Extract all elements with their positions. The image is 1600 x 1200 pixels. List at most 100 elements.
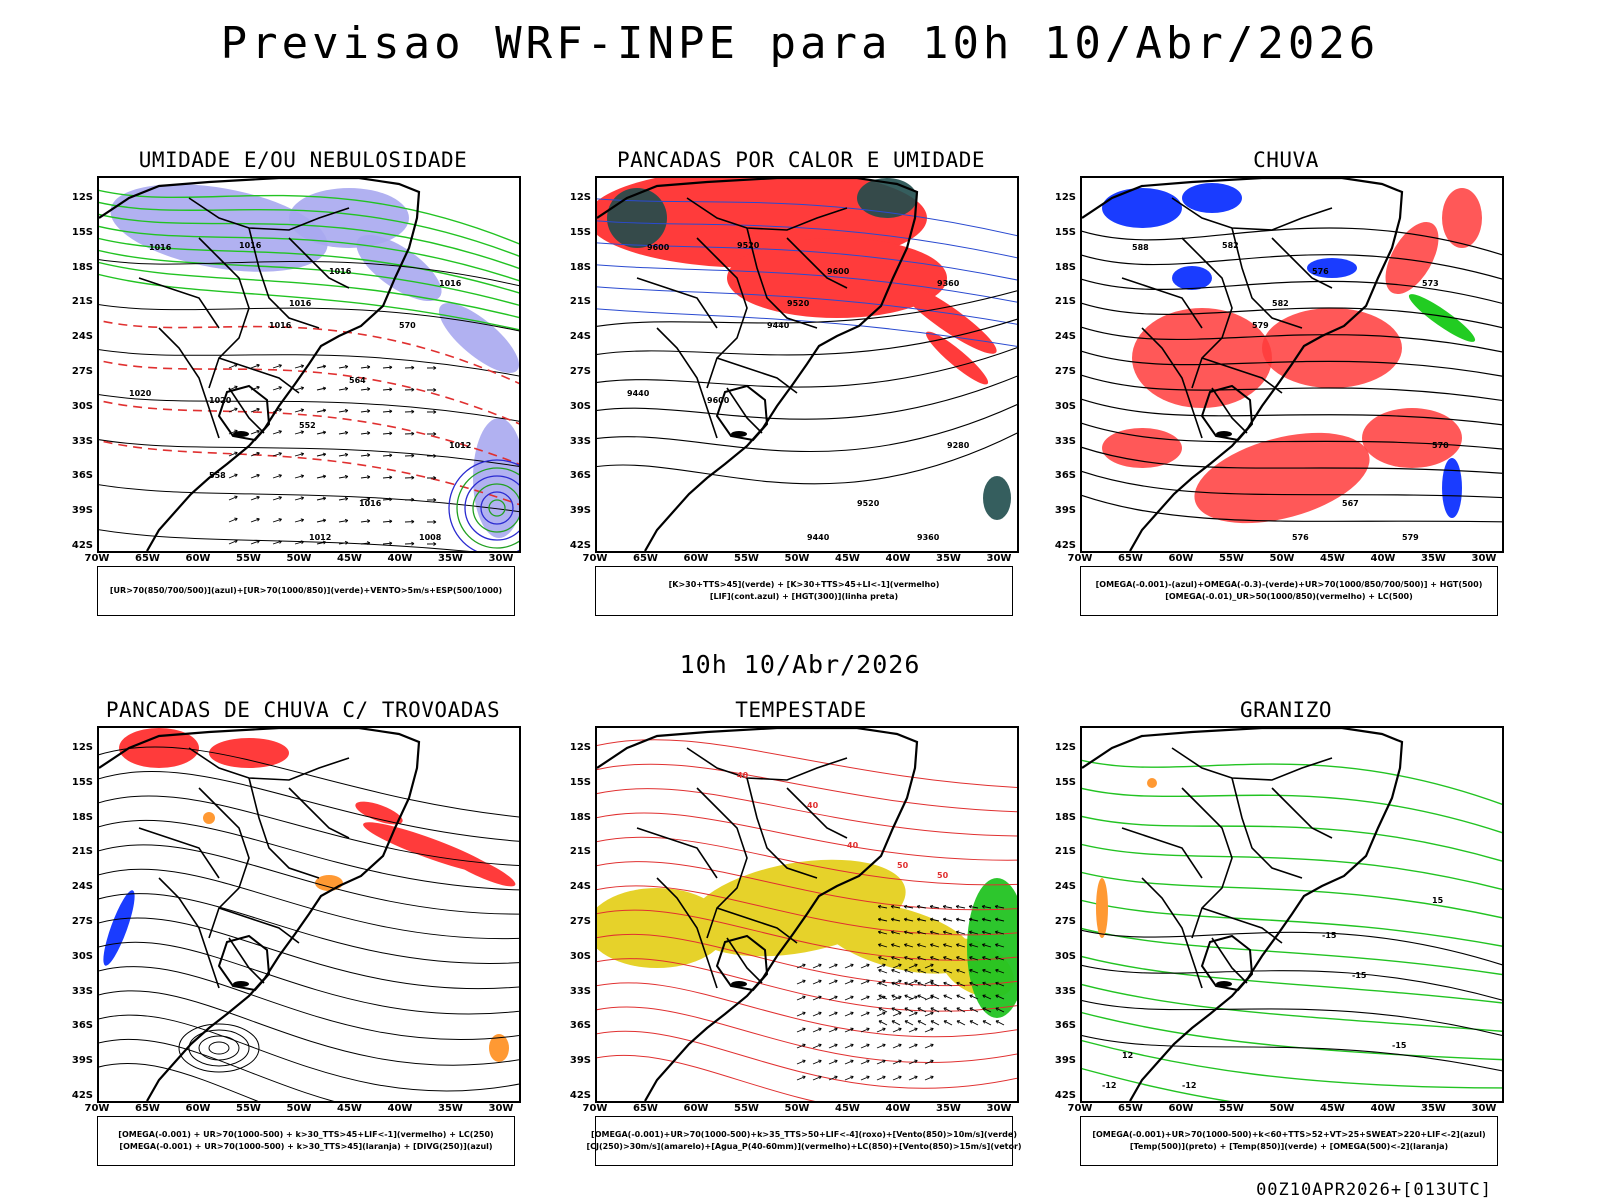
lat-tick-label: 18S (569, 811, 591, 823)
forecast-map (97, 726, 521, 1103)
panel-tempestade: TEMPESTADE 40 40 40 50 50 12S 15S 18S 21S 24S 27S 30… (563, 698, 1039, 1168)
lat-tick-label: 15S (1054, 226, 1076, 238)
lon-tick-label: 65W (633, 1103, 658, 1114)
lat-tick-label: 18S (1054, 811, 1076, 823)
lon-tick-label: 45W (835, 1103, 860, 1114)
contour-label: 579 (1402, 533, 1419, 542)
contour-label: 1016 (239, 241, 262, 250)
lat-tick-label: 21S (71, 296, 93, 308)
lat-tick-label: 24S (569, 331, 591, 343)
lat-tick-label: 24S (71, 881, 93, 893)
contour-label: 9520 (737, 241, 760, 250)
lat-tick-label: 18S (1054, 261, 1076, 273)
contour-lines (1082, 929, 1502, 1072)
contour-lines (99, 746, 519, 1101)
panel-umidade: UMIDADE E/OU NEBULOSIDADE 1016 1016 1016 101… (65, 148, 541, 618)
lat-tick-label: 42S (71, 1090, 93, 1101)
contour-lines (1082, 759, 1502, 1101)
map-basemap (1082, 728, 1404, 1101)
contour-label: 9600 (827, 267, 850, 276)
contour-label: 9520 (857, 499, 880, 508)
lat-tick-label: 27S (71, 916, 93, 927)
forecast-map: -15 -15 -15 -12 -12 12 15 (1080, 726, 1504, 1103)
legend-line: [OMEGA(-0.001)-(azul)+OMEGA(-0.3)-(verde… (1095, 580, 1483, 589)
lon-tick-label: 30W (488, 553, 514, 564)
legend-line: [Temp(500)](preto) + [Temp(850)](verde) … (1129, 1142, 1449, 1151)
lat-tick-label: 15S (569, 776, 591, 788)
contour-label: 564 (349, 376, 366, 385)
panel-title: PANCADAS POR CALOR E UMIDADE (616, 148, 985, 172)
shaded-area (103, 890, 135, 966)
contour-label: 1016 (359, 499, 382, 508)
lon-tick-label: 30W (1471, 1103, 1497, 1114)
lat-tick-label: 24S (1054, 331, 1076, 343)
contour-lines (1082, 227, 1502, 523)
contour-label: 15 (1432, 896, 1444, 905)
lat-tick-label: 27S (569, 366, 591, 377)
contour-lines (99, 259, 519, 551)
lat-tick-label: 15S (71, 226, 93, 238)
panel-legend: [OMEGA(-0.001)+UR>70(1000-500)+k>35_TTS>… (586, 1116, 1022, 1166)
panel-title: GRANIZO (1239, 698, 1332, 722)
contour-label: 570 (399, 321, 416, 330)
panel-title: TEMPESTADE (735, 698, 867, 722)
legend-line: [OMEGA(-0.001) + UR>70(1000-500) + k>30_… (119, 1142, 493, 1151)
map-basemap (99, 728, 421, 1101)
forecast-time-subtitle: 10h 10/Abr/2026 (679, 650, 921, 679)
legend-line: [UR>70(850/700/500)](azul)+[UR>70(1000/8… (109, 586, 503, 595)
contour-label: 567 (1342, 499, 1359, 508)
lon-tick-label: 40W (1370, 553, 1396, 564)
map-basemap (99, 178, 421, 551)
lat-tick-label: 15S (71, 776, 93, 788)
lon-tick-label: 40W (1370, 1103, 1396, 1114)
map-basemap (597, 728, 919, 1101)
contour-lines (99, 189, 519, 331)
lat-tick-label: 36S (71, 470, 93, 482)
lat-tick-label: 36S (569, 1020, 591, 1032)
lon-tick-label: 60W (185, 553, 211, 564)
lat-tick-label: 15S (1054, 776, 1076, 788)
lat-tick-label: 27S (1054, 366, 1076, 377)
contour-label: 573 (1422, 279, 1439, 288)
contour-label: 1008 (419, 533, 442, 542)
lon-tick-label: 55W (236, 1103, 261, 1114)
lat-tick-label: 33S (71, 985, 93, 997)
legend-line: [K>30+TTS>45](verde) + [K>30+TTS>45+LI<-… (668, 580, 940, 589)
contour-label: 40 (807, 801, 819, 810)
lon-tick-label: 45W (1320, 1103, 1345, 1114)
contour-label: 1016 (269, 321, 292, 330)
lat-tick-label: 33S (1054, 985, 1076, 997)
lon-tick-label: 55W (734, 553, 759, 564)
lat-tick-label: 21S (71, 846, 93, 858)
contour-label: 558 (209, 471, 226, 480)
contour-label: 552 (299, 421, 316, 430)
lat-tick-label: 12S (71, 742, 93, 753)
contour-label: 12 (1122, 1051, 1133, 1060)
lat-tick-label: 42S (569, 540, 591, 551)
legend-line: [OMEGA(-0.001)+UR>70(1000-500)+k>35_TTS>… (591, 1130, 1017, 1139)
lat-tick-label: 39S (71, 505, 93, 517)
lon-tick-label: 65W (135, 553, 160, 564)
lat-tick-label: 42S (1054, 540, 1076, 551)
panel-legend: [K>30+TTS>45](verde) + [K>30+TTS>45+LI<-… (595, 566, 1013, 616)
cyclone-contours (448, 459, 519, 551)
shaded-area (119, 728, 516, 887)
contour-label: 9600 (647, 243, 670, 252)
shaded-area (1408, 294, 1476, 342)
lon-tick-label: 55W (1219, 553, 1244, 564)
lon-tick-label: 60W (683, 553, 709, 564)
lat-tick-label: 39S (1054, 505, 1076, 517)
contour-label: 588 (1132, 243, 1149, 252)
lon-tick-label: 60W (185, 1103, 211, 1114)
contour-label: 1016 (329, 267, 352, 276)
lon-tick-label: 35W (936, 1103, 961, 1114)
lon-tick-label: 70W (84, 553, 110, 564)
shaded-area (110, 184, 519, 538)
lat-tick-label: 36S (71, 1020, 93, 1032)
contour-lines (597, 290, 1017, 485)
contour-label: 1012 (449, 441, 471, 450)
lat-tick-label: 18S (71, 811, 93, 823)
lon-tick-label: 50W (1269, 1103, 1295, 1114)
panel-pancadas-calor: PANCADAS POR CALOR E UMIDADE 9600 9520 9600… (563, 148, 1039, 618)
panel-chuva: CHUVA 588 582 576 582 579 573 570 567 576 579 12S 15… (1048, 148, 1524, 618)
